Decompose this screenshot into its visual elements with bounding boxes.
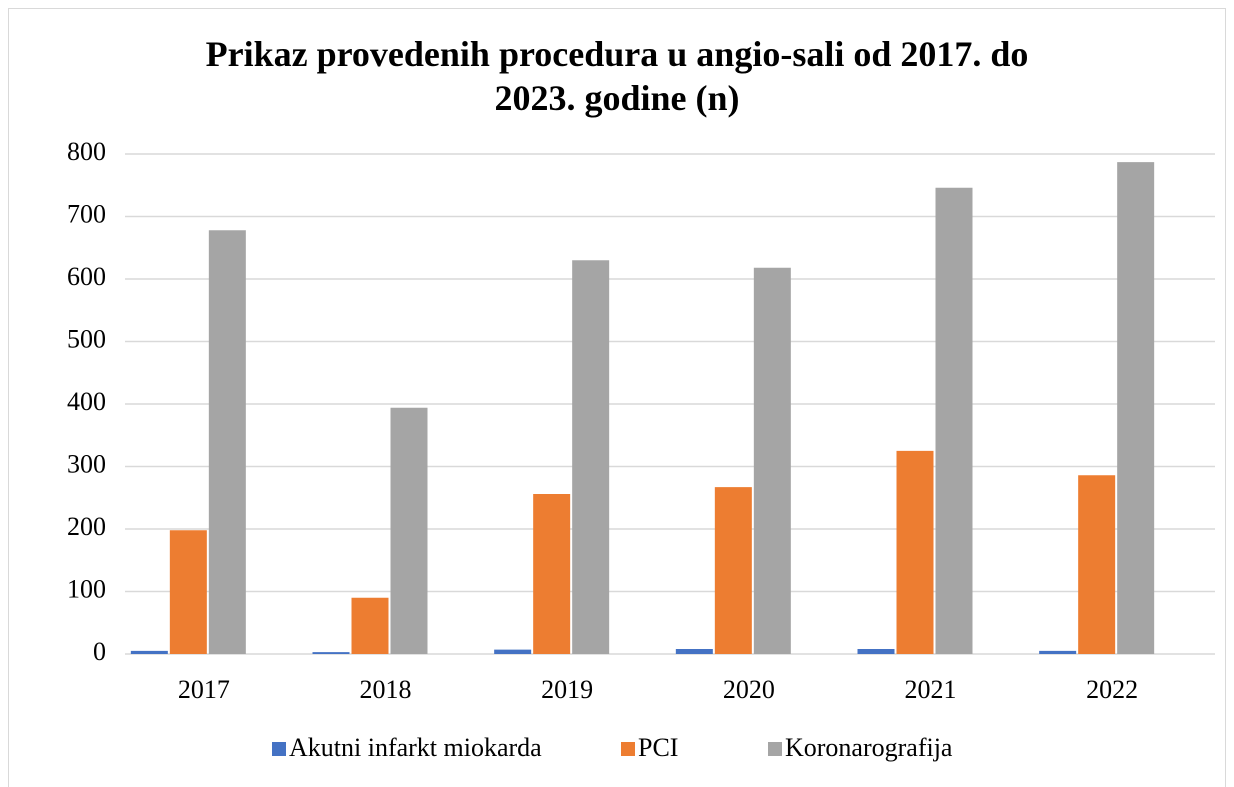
x-tick-label: 2020 — [723, 675, 775, 704]
bar — [351, 597, 389, 654]
y-tick-label: 800 — [67, 137, 106, 166]
legend-swatch — [272, 742, 286, 756]
bar — [714, 487, 752, 654]
y-tick-label: 200 — [67, 512, 106, 541]
chart-border — [8, 8, 1226, 787]
bar — [494, 649, 532, 654]
legend-label: Koronarografija — [785, 733, 953, 762]
x-tick-label: 2018 — [360, 675, 412, 704]
bar — [753, 267, 791, 654]
bar — [169, 530, 207, 654]
x-tick-label: 2021 — [905, 675, 957, 704]
legend-label: Akutni infarkt miokarda — [289, 733, 542, 762]
bar — [935, 187, 973, 654]
legend-swatch — [621, 742, 635, 756]
legend-label: PCI — [638, 733, 678, 762]
legend-swatch — [768, 742, 782, 756]
chart-title: Prikaz provedenih procedura u angio-sali… — [205, 34, 1029, 118]
bar — [1078, 475, 1116, 654]
bar — [675, 649, 713, 654]
bar — [857, 649, 895, 654]
x-tick-label: 2022 — [1086, 675, 1138, 704]
bar — [572, 260, 610, 654]
bar — [390, 407, 428, 654]
y-tick-label: 100 — [67, 574, 106, 603]
bar — [208, 230, 246, 654]
bar — [130, 650, 168, 654]
y-tick-label: 300 — [67, 449, 106, 478]
y-tick-label: 500 — [67, 324, 106, 353]
bar — [896, 450, 934, 654]
bar — [312, 652, 350, 654]
y-tick-label: 400 — [67, 387, 106, 416]
y-tick-label: 0 — [93, 637, 106, 666]
bar — [533, 494, 571, 654]
x-tick-label: 2017 — [178, 675, 230, 704]
y-tick-label: 600 — [67, 262, 106, 291]
bar — [1117, 162, 1155, 654]
bar — [1039, 650, 1077, 654]
y-tick-label: 700 — [67, 199, 106, 228]
x-tick-label: 2019 — [541, 675, 593, 704]
